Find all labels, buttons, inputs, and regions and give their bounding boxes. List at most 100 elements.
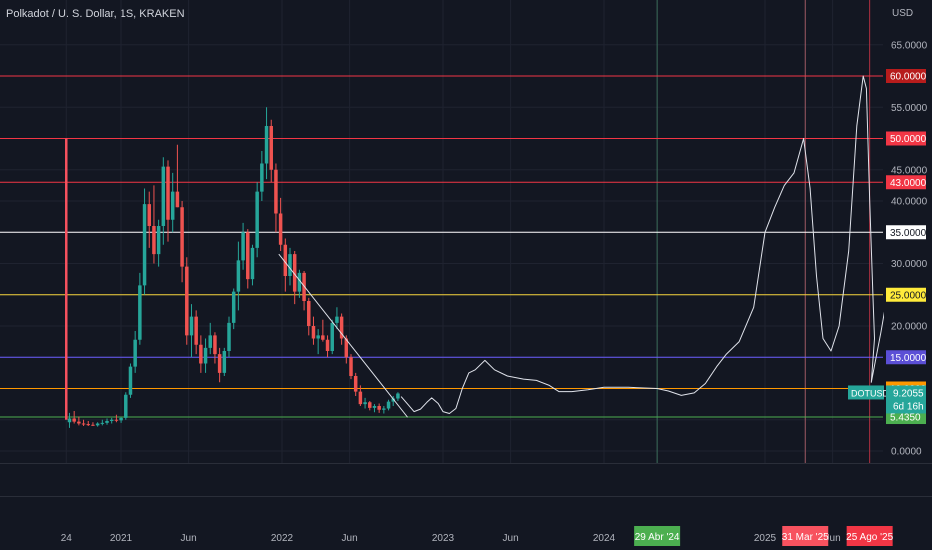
candle-body[interactable]	[363, 402, 367, 405]
candle-body[interactable]	[292, 254, 297, 292]
candle-body[interactable]	[81, 423, 86, 425]
candle-body[interactable]	[105, 421, 109, 423]
level-label-bg	[886, 287, 926, 302]
candle-body[interactable]	[156, 226, 161, 255]
candle-body[interactable]	[180, 207, 184, 267]
candle-body[interactable]	[189, 316, 194, 336]
candle-body[interactable]	[72, 418, 76, 422]
x-tick-label: 2024	[593, 533, 616, 544]
candle-body[interactable]	[344, 338, 349, 358]
candle-body[interactable]	[142, 204, 147, 286]
candle-body[interactable]	[170, 191, 175, 220]
candle-body[interactable]	[339, 316, 344, 339]
candle-body[interactable]	[86, 424, 90, 426]
candle-body[interactable]	[288, 254, 292, 276]
candle-body[interactable]	[283, 244, 288, 276]
current-price-label: 9.2055	[893, 388, 924, 399]
candle-body[interactable]	[213, 335, 217, 355]
candle-body[interactable]	[109, 419, 114, 421]
candle-body[interactable]	[250, 247, 255, 280]
candle-body[interactable]	[358, 391, 363, 405]
candle-body[interactable]	[194, 316, 198, 345]
candle-body[interactable]	[255, 191, 259, 248]
volume-pane-divider-lower	[0, 496, 932, 497]
candle-body[interactable]	[208, 335, 212, 348]
countdown-label: 6d 16h	[893, 401, 924, 412]
candle-body[interactable]	[185, 266, 189, 336]
level-label: 50.0000	[890, 134, 927, 145]
candle-body[interactable]	[353, 376, 358, 392]
candle-body[interactable]	[166, 166, 170, 220]
candle-body[interactable]	[222, 351, 227, 373]
candle-body[interactable]	[391, 398, 395, 402]
candle-body[interactable]	[274, 169, 278, 214]
candle-body[interactable]	[297, 272, 302, 292]
candle-body[interactable]	[203, 347, 208, 364]
current-price-badge	[886, 385, 926, 414]
candle-body[interactable]	[241, 232, 245, 261]
candle-body[interactable]	[67, 418, 72, 423]
candle-body[interactable]	[325, 339, 330, 351]
candle-body[interactable]	[386, 401, 391, 409]
price-axis	[884, 0, 932, 550]
candle-body[interactable]	[396, 393, 400, 399]
candle-body[interactable]	[382, 408, 386, 410]
candle-body[interactable]	[321, 335, 325, 340]
candle-body[interactable]	[368, 402, 372, 408]
candle-body[interactable]	[152, 226, 156, 255]
candle-body[interactable]	[77, 421, 81, 424]
level-label: 15.0000	[890, 353, 927, 364]
candle-body[interactable]	[119, 417, 123, 421]
candle-body[interactable]	[124, 394, 128, 418]
candle-body[interactable]	[231, 291, 236, 323]
candle-body[interactable]	[147, 204, 151, 226]
candle-body[interactable]	[91, 424, 95, 426]
candle-body[interactable]	[278, 213, 283, 245]
candle-body[interactable]	[246, 232, 250, 280]
projection-path[interactable]	[400, 75, 895, 414]
candle-body[interactable]	[311, 326, 316, 339]
x-tick-label: Jun	[181, 533, 197, 544]
candle-body[interactable]	[138, 285, 142, 340]
x-tick-label: 2025	[754, 533, 777, 544]
candle-body[interactable]	[260, 163, 264, 192]
time-marker-label: 29 Abr '24	[635, 532, 680, 543]
candle-body[interactable]	[316, 335, 320, 339]
time-marker-label: 31 Mar '25	[782, 532, 829, 543]
candle-body[interactable]	[377, 406, 381, 410]
level-label-bg	[886, 410, 926, 425]
candle-body[interactable]	[95, 423, 100, 426]
time-marker-label: 25 Ago '25	[846, 532, 893, 543]
candle-body[interactable]	[217, 354, 222, 373]
candle-body[interactable]	[236, 260, 241, 292]
level-label: 25.0000	[890, 290, 927, 301]
candle-body[interactable]	[114, 419, 119, 421]
candle-body[interactable]	[372, 406, 377, 408]
volume-pane-divider	[0, 463, 932, 464]
x-tick-label: 2022	[271, 533, 294, 544]
candle-body[interactable]	[128, 366, 133, 395]
level-label: 35.0000	[890, 228, 927, 239]
symbol-label: DOTUSD	[851, 388, 890, 398]
level-label: 5.4350	[890, 413, 921, 424]
candle-body[interactable]	[349, 357, 353, 376]
y-tick-label: 40.0000	[891, 197, 928, 208]
candle-body[interactable]	[330, 322, 334, 351]
candle-body[interactable]	[133, 339, 137, 367]
candle-body[interactable]	[269, 126, 273, 170]
candle-body[interactable]	[161, 166, 166, 226]
y-tick-label: 65.0000	[891, 40, 928, 51]
candle-body[interactable]	[335, 316, 339, 323]
symbol-badge	[848, 385, 884, 400]
candle-body[interactable]	[227, 322, 231, 351]
axis-currency-label: USD	[892, 8, 913, 19]
y-tick-label: 30.0000	[891, 259, 928, 270]
trendline[interactable]	[278, 253, 408, 418]
candle-body[interactable]	[100, 422, 105, 424]
candle-body[interactable]	[307, 301, 311, 326]
candle-body[interactable]	[175, 191, 180, 208]
candle-body[interactable]	[264, 126, 269, 164]
candle-body[interactable]	[199, 344, 203, 364]
